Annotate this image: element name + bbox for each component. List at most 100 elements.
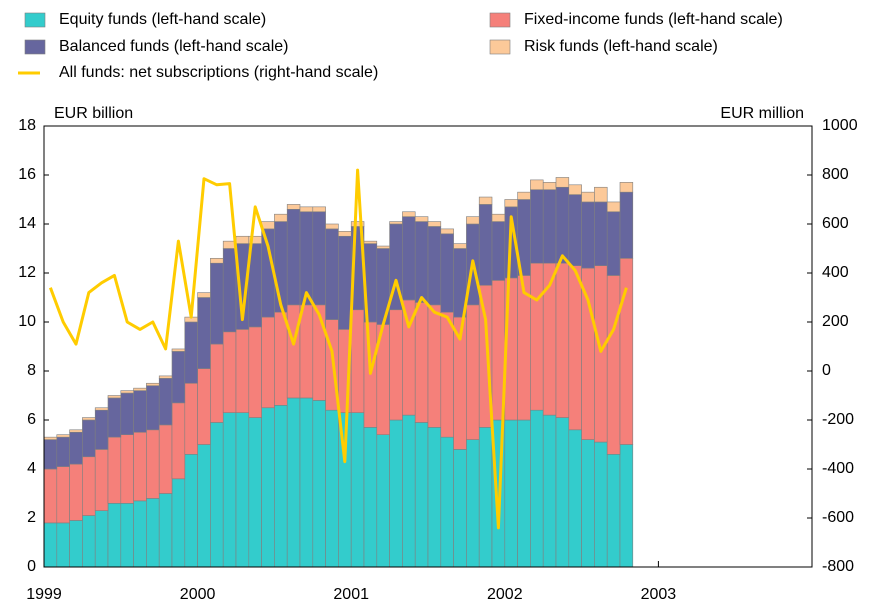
bar-segment [299, 206, 314, 213]
bar-segment [619, 257, 634, 445]
y2-tick-label: 1000 [822, 117, 858, 134]
bar-segment [82, 419, 96, 458]
bar-segment [414, 216, 429, 222]
bar-segment [235, 412, 250, 568]
bar-segment [82, 417, 96, 421]
bar-segment [210, 343, 224, 423]
bar-segment [568, 429, 582, 568]
bar-segment [146, 429, 160, 499]
bar-segment [350, 221, 365, 227]
bar-segment [466, 304, 480, 440]
y-tick-label: 8 [27, 362, 36, 379]
bar-segment [427, 226, 442, 306]
bar-segment [606, 201, 621, 213]
y2-tick-label: -200 [822, 411, 854, 428]
bar-segment [555, 262, 570, 418]
bar-segment [158, 493, 173, 568]
bar-segment [82, 515, 96, 568]
bar-segment [107, 502, 122, 568]
y-tick-label: 18 [18, 117, 36, 134]
bar-segment [158, 375, 173, 379]
bar-segment [389, 309, 403, 421]
bar-segment [338, 231, 352, 237]
y2-tick-label: 200 [822, 313, 849, 330]
bar-segment [248, 326, 262, 418]
y-tick-label: 16 [18, 166, 36, 183]
line [48, 168, 628, 530]
bar-segment [286, 304, 301, 399]
bar-segment [274, 311, 288, 406]
bar-segment [171, 478, 186, 568]
bar-segment [197, 292, 211, 298]
y-tick-label: 6 [27, 411, 36, 428]
bar-segment [56, 436, 70, 467]
bar-segment [184, 382, 198, 455]
bar-segment [286, 209, 301, 306]
bar-segment [606, 275, 621, 455]
bar-segment [389, 419, 403, 568]
bar-segment [261, 407, 275, 568]
bar-segment [312, 400, 326, 568]
bar-segment [402, 414, 416, 568]
bar-segment [376, 245, 390, 249]
y-tick-label: 4 [27, 460, 36, 477]
bar-segment [197, 444, 211, 568]
bar-segment [504, 419, 518, 568]
bar-segment [517, 191, 531, 200]
x-tick-label: 2003 [641, 586, 677, 603]
bar-segment [440, 311, 454, 438]
y2-tick-label: 600 [822, 215, 849, 232]
bar-segment [107, 395, 122, 399]
y-tick-label: 2 [27, 509, 36, 526]
bar-segment [542, 414, 557, 568]
bar-segment [222, 331, 237, 413]
bar-segment [606, 453, 621, 568]
bar-segment [56, 434, 70, 438]
bar-segment [568, 194, 582, 266]
bar-segment [453, 243, 467, 249]
bar-segment [530, 179, 544, 190]
bar-segment [120, 502, 134, 568]
legend-label: All funds: net subscriptions (right-hand… [59, 64, 378, 81]
legend-swatch [24, 39, 46, 55]
bar-segment [248, 235, 262, 244]
legend-swatch [489, 39, 511, 55]
bar-segment [43, 436, 58, 440]
bar-segment [530, 262, 544, 411]
bar-segment [414, 221, 429, 303]
bar-segment [235, 235, 250, 244]
legend-label: Fixed-income funds (left-hand scale) [524, 11, 783, 28]
bar-segment [466, 439, 480, 568]
bar-segment [376, 434, 390, 568]
bar-segment [414, 302, 429, 423]
bar-segment [43, 439, 58, 470]
bar-segment [363, 427, 378, 568]
bar-segment [325, 223, 339, 230]
bar-segment [69, 429, 83, 433]
bar-segment [619, 182, 634, 193]
bar-segment [491, 221, 506, 281]
bar-segment [184, 453, 198, 568]
bar-segment [133, 500, 147, 568]
bar-segment [619, 444, 634, 568]
bar-segment [274, 404, 288, 568]
x-tick-label: 2002 [487, 586, 523, 603]
bar-segment [222, 412, 237, 568]
y2-tick-label: 400 [822, 264, 849, 281]
bar-segment [542, 189, 557, 264]
bar-segment [427, 427, 442, 568]
bar-segment [402, 211, 416, 217]
bar-segment [299, 397, 314, 568]
plot-frame [43, 125, 813, 568]
bar-segment [107, 397, 122, 438]
bar-segment [56, 466, 70, 524]
bar-segment [146, 385, 160, 431]
bar-segment [440, 233, 454, 313]
bar-segment [478, 204, 493, 286]
bar-segment [594, 201, 608, 266]
legend-label: Risk funds (left-hand scale) [524, 38, 718, 55]
bar-segment [606, 211, 621, 276]
bar-segment [171, 402, 186, 480]
bar-segment [478, 196, 493, 205]
y-axis-label: EUR billion [54, 105, 133, 122]
